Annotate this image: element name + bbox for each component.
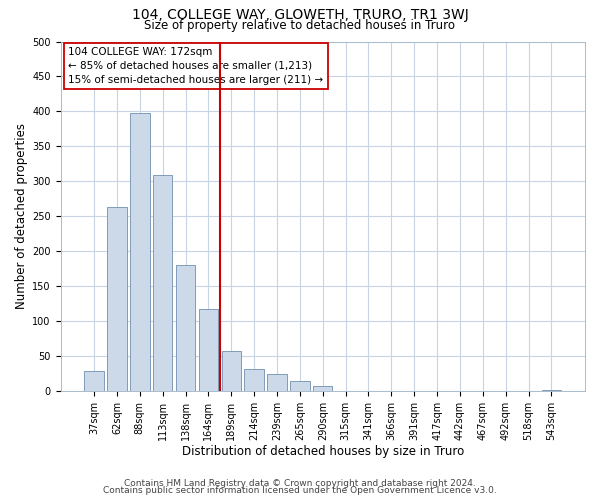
Text: 104 COLLEGE WAY: 172sqm
← 85% of detached houses are smaller (1,213)
15% of semi: 104 COLLEGE WAY: 172sqm ← 85% of detache… <box>68 46 323 84</box>
Bar <box>313 386 332 391</box>
Bar <box>176 264 195 391</box>
Bar <box>542 390 561 391</box>
Bar <box>107 206 127 391</box>
X-axis label: Distribution of detached houses by size in Truro: Distribution of detached houses by size … <box>182 444 464 458</box>
Bar <box>268 374 287 391</box>
Y-axis label: Number of detached properties: Number of detached properties <box>15 124 28 310</box>
Bar <box>244 369 264 391</box>
Bar <box>221 350 241 391</box>
Text: Contains public sector information licensed under the Open Government Licence v3: Contains public sector information licen… <box>103 486 497 495</box>
Bar <box>85 371 104 391</box>
Text: Contains HM Land Registry data © Crown copyright and database right 2024.: Contains HM Land Registry data © Crown c… <box>124 478 476 488</box>
Text: Size of property relative to detached houses in Truro: Size of property relative to detached ho… <box>145 18 455 32</box>
Bar <box>153 175 172 391</box>
Bar <box>336 390 355 391</box>
Bar <box>199 310 218 391</box>
Bar <box>290 380 310 391</box>
Text: 104, COLLEGE WAY, GLOWETH, TRURO, TR1 3WJ: 104, COLLEGE WAY, GLOWETH, TRURO, TR1 3W… <box>131 8 469 22</box>
Bar <box>130 113 149 391</box>
